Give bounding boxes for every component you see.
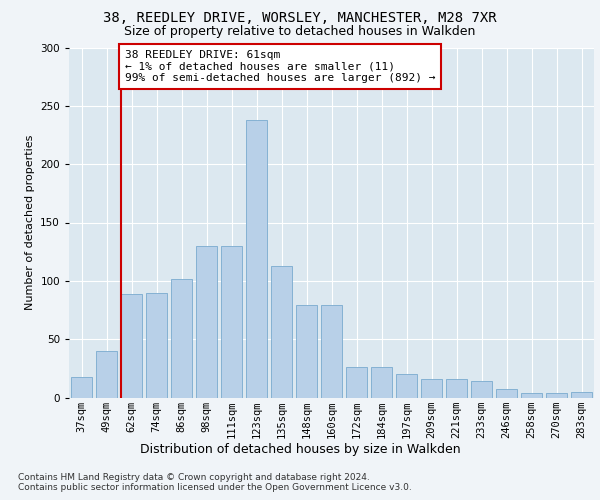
Y-axis label: Number of detached properties: Number of detached properties [25, 135, 35, 310]
Bar [221, 246, 242, 398]
Bar [421, 379, 442, 398]
Bar [471, 381, 492, 398]
Bar [321, 306, 342, 398]
Bar [396, 374, 417, 398]
Bar [546, 393, 567, 398]
Text: Size of property relative to detached houses in Walkden: Size of property relative to detached ho… [124, 25, 476, 38]
Bar [121, 294, 142, 398]
Text: Contains public sector information licensed under the Open Government Licence v3: Contains public sector information licen… [18, 484, 412, 492]
Text: 38, REEDLEY DRIVE, WORSLEY, MANCHESTER, M28 7XR: 38, REEDLEY DRIVE, WORSLEY, MANCHESTER, … [103, 11, 497, 25]
Bar [521, 393, 542, 398]
Bar [96, 351, 117, 398]
Text: Distribution of detached houses by size in Walkden: Distribution of detached houses by size … [140, 442, 460, 456]
Bar [71, 376, 92, 398]
Bar [571, 392, 592, 398]
Bar [146, 292, 167, 398]
Bar [196, 246, 217, 398]
Bar [271, 266, 292, 398]
Text: Contains HM Land Registry data © Crown copyright and database right 2024.: Contains HM Land Registry data © Crown c… [18, 472, 370, 482]
Bar [246, 120, 267, 398]
Bar [496, 390, 517, 398]
Bar [446, 379, 467, 398]
Bar [171, 278, 192, 398]
Bar [371, 367, 392, 398]
Bar [296, 306, 317, 398]
Bar [346, 367, 367, 398]
Text: 38 REEDLEY DRIVE: 61sqm
← 1% of detached houses are smaller (11)
99% of semi-det: 38 REEDLEY DRIVE: 61sqm ← 1% of detached… [125, 50, 435, 83]
